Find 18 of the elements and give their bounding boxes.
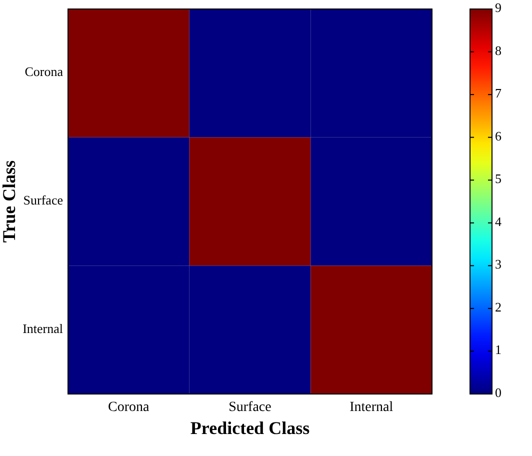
color-bar-label: 5: [495, 171, 502, 186]
color-bar-label: 7: [495, 86, 502, 101]
x-tick-label: Corona: [108, 400, 150, 415]
color-bar-label: 0: [495, 384, 502, 400]
y-tick-label: Internal: [22, 320, 64, 336]
color-bar-label: 8: [495, 42, 502, 58]
color-bar-label: 2: [495, 299, 502, 314]
color-bar-label: 3: [495, 256, 502, 272]
color-bar-label: 9: [495, 0, 502, 15]
x-axis-title: Predicted Class: [190, 418, 310, 438]
color-bar-label: 6: [495, 128, 502, 144]
color-bar-label: 1: [495, 342, 502, 358]
y-axis-title: True Class: [0, 160, 19, 243]
y-tick-label: Surface: [23, 192, 64, 208]
x-tick-label: Internal: [350, 400, 394, 415]
x-tick-label: Surface: [228, 400, 272, 415]
color-bar-label: 4: [495, 214, 502, 229]
y-tick-label: Corona: [24, 64, 64, 80]
